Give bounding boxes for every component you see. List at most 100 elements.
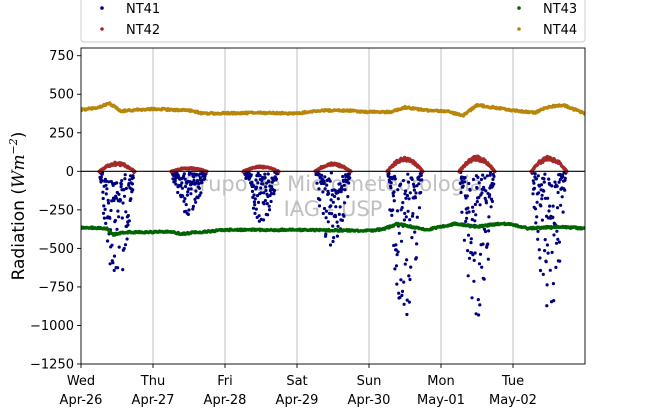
point-nt41	[459, 190, 463, 195]
point-nt41	[345, 178, 349, 183]
point-nt41	[411, 212, 415, 216]
point-nt41	[104, 221, 108, 225]
point-nt41	[401, 179, 405, 183]
point-nt41	[466, 233, 471, 237]
point-nt41	[387, 172, 391, 176]
point-nt41	[329, 204, 333, 208]
point-nt41	[402, 218, 406, 222]
point-nt41	[112, 254, 117, 258]
point-nt41	[250, 189, 255, 193]
point-nt41	[550, 184, 554, 188]
point-nt41	[487, 215, 491, 219]
point-nt41	[546, 196, 550, 200]
point-nt41	[199, 191, 203, 195]
point-nt41	[130, 182, 134, 186]
point-nt41	[475, 200, 479, 204]
point-nt41	[483, 176, 487, 180]
point-nt41	[395, 253, 399, 257]
point-nt41	[332, 236, 336, 240]
point-nt41	[413, 196, 417, 200]
point-nt41	[548, 204, 552, 208]
point-nt41	[131, 188, 135, 192]
point-nt41	[187, 187, 191, 191]
point-nt41	[406, 180, 411, 184]
y-tick-label: −750	[38, 280, 74, 295]
point-nt41	[465, 216, 469, 220]
point-nt41	[101, 190, 105, 194]
point-nt41	[473, 219, 477, 223]
point-nt41	[348, 176, 352, 180]
point-nt41	[410, 177, 414, 181]
point-nt41	[256, 200, 261, 204]
point-nt41	[410, 236, 414, 240]
point-nt41	[191, 207, 195, 211]
point-nt41	[555, 184, 559, 188]
point-nt41	[415, 215, 419, 219]
point-nt41	[270, 185, 274, 189]
point-nt41	[478, 252, 483, 256]
x-tick-label-day: Mon	[427, 374, 454, 389]
legend: NT41 NT42 NT43 NT44	[80, 0, 586, 43]
point-nt41	[197, 181, 201, 186]
point-nt41	[461, 184, 465, 188]
point-nt41	[335, 220, 339, 224]
point-nt41	[117, 245, 121, 249]
point-nt41	[324, 232, 328, 236]
point-nt41	[115, 227, 119, 231]
point-nt41	[400, 206, 404, 210]
point-nt41	[483, 229, 488, 234]
point-nt41	[319, 181, 323, 186]
point-nt41	[471, 253, 475, 257]
point-nt41	[399, 278, 403, 282]
point-nt41	[556, 190, 560, 195]
point-nt42	[398, 160, 402, 164]
point-nt41	[538, 268, 543, 273]
point-nt41	[492, 182, 496, 186]
point-nt41	[539, 204, 543, 208]
point-nt41	[336, 224, 340, 228]
point-nt41	[403, 192, 407, 196]
watermark-line-2: IAG - USP	[284, 197, 383, 221]
watermark-line-1: Grupo de Micrometeorologia	[183, 172, 483, 196]
point-nt41	[397, 291, 401, 295]
point-nt41	[400, 293, 404, 297]
point-nt41	[117, 192, 121, 196]
point-nt41	[106, 239, 110, 243]
point-nt41	[264, 188, 268, 193]
point-nt41	[478, 303, 482, 307]
point-nt41	[255, 194, 260, 198]
point-nt41	[104, 192, 108, 196]
point-nt41	[171, 177, 175, 181]
point-nt41	[116, 209, 120, 213]
point-nt41	[192, 175, 196, 179]
y-axis: 750 500 250 0 −250 −500 −750 −1000 −1250	[30, 49, 81, 373]
point-nt41	[477, 313, 481, 317]
point-nt41	[181, 194, 185, 198]
point-nt41	[555, 206, 560, 210]
point-nt41	[407, 300, 411, 304]
point-nt41	[390, 213, 394, 217]
point-nt41	[554, 265, 558, 269]
point-nt41	[264, 185, 268, 189]
point-nt41	[551, 204, 555, 208]
point-nt41	[329, 171, 333, 175]
point-nt41	[333, 215, 338, 219]
point-nt41	[274, 177, 278, 181]
point-nt41	[559, 203, 563, 207]
point-nt41	[104, 183, 108, 187]
point-nt41	[464, 219, 468, 223]
point-nt41	[121, 201, 125, 205]
point-nt41	[263, 172, 267, 176]
point-nt41	[259, 191, 263, 195]
point-nt41	[321, 190, 325, 194]
data-points	[81, 101, 585, 317]
point-nt41	[483, 196, 487, 200]
point-nt41	[253, 211, 257, 215]
point-nt41	[417, 182, 421, 186]
point-nt41	[255, 185, 259, 189]
point-nt41	[340, 187, 344, 191]
point-nt41	[463, 180, 467, 184]
point-nt41	[185, 193, 189, 197]
point-nt41	[405, 312, 409, 317]
point-nt41	[186, 212, 190, 216]
